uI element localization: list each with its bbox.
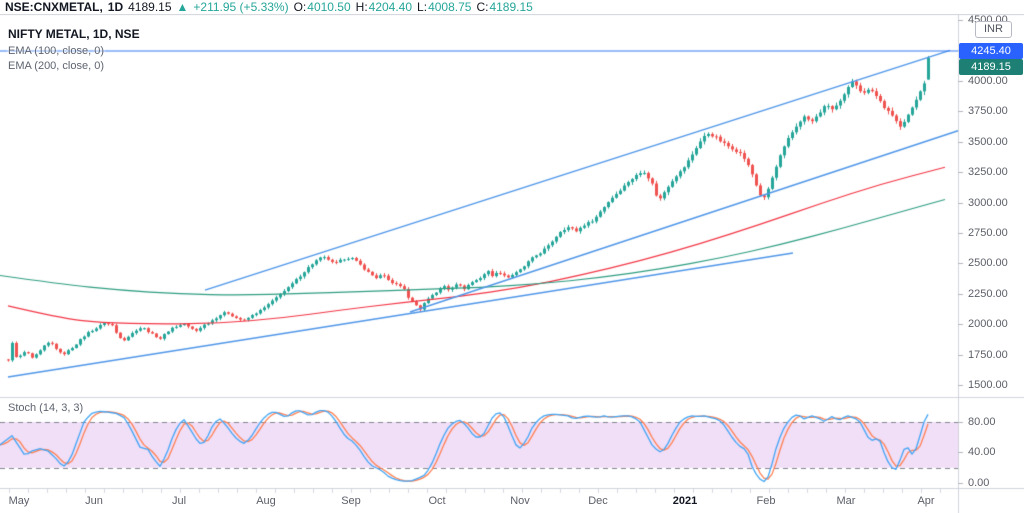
price-tick-label: 4000.00 xyxy=(968,75,1008,87)
stoch-tick-label: 0.00 xyxy=(968,477,990,489)
month-label: Feb xyxy=(756,495,776,507)
up-arrow-icon: ▲ xyxy=(176,0,189,14)
high-value: 4204.40 xyxy=(368,0,413,14)
month-label: Jun xyxy=(85,495,103,507)
price-tick-label: 3500.00 xyxy=(968,136,1008,148)
price-tick-label: 2250.00 xyxy=(968,288,1008,300)
month-label: Mar xyxy=(836,495,856,507)
price-tick-label: 3250.00 xyxy=(968,166,1008,178)
month-label: Oct xyxy=(428,495,446,507)
price-tick-label: 1750.00 xyxy=(968,349,1008,361)
stoch-tick-label: 80.00 xyxy=(968,416,996,428)
currency-toggle-button[interactable]: INR xyxy=(975,21,1012,38)
price-tick-label: 3750.00 xyxy=(968,105,1008,117)
month-label: Sep xyxy=(341,495,361,507)
high-label: H: xyxy=(355,0,368,14)
close-label: C: xyxy=(476,0,489,14)
close-value: 4189.15 xyxy=(489,0,533,14)
price-change: +211.95 (+5.33%) xyxy=(193,0,289,14)
month-label: 2021 xyxy=(672,495,698,507)
chart-legend-title[interactable]: NIFTY METAL, 1D, NSE xyxy=(8,27,140,41)
month-label: Aug xyxy=(256,495,276,507)
trendline-price-badge[interactable]: 4245.40 xyxy=(959,43,1023,59)
price-chart-canvas[interactable] xyxy=(0,14,1024,513)
month-label: Dec xyxy=(588,495,608,507)
low-label: L: xyxy=(417,0,428,14)
last-price-badge[interactable]: 4189.15 xyxy=(959,59,1023,75)
ema100-legend[interactable]: EMA (100, close, 0) xyxy=(8,45,104,57)
time-axis[interactable]: May Jun Jul Aug Sep Oct Nov Dec 2021 Feb Mar Apr xyxy=(0,489,1024,513)
month-label: Jul xyxy=(171,495,187,507)
ema200-legend[interactable]: EMA (200, close, 0) xyxy=(8,60,104,72)
last-price: 4189.15 xyxy=(128,0,172,14)
symbol-header: NSE:CNXMETAL, 1D 4189.15 ▲ +211.95 (+5.3… xyxy=(5,0,533,14)
open-value: 4010.50 xyxy=(307,0,351,14)
price-tick-label: 3000.00 xyxy=(968,197,1008,209)
stoch-legend[interactable]: Stoch (14, 3, 3) xyxy=(8,402,84,414)
month-label: Apr xyxy=(917,495,935,507)
month-label: Nov xyxy=(510,495,530,507)
price-tick-label: 2750.00 xyxy=(968,227,1008,239)
price-tick-label: 2000.00 xyxy=(968,318,1008,330)
stoch-tick-label: 40.00 xyxy=(968,446,996,458)
open-label: O: xyxy=(293,0,307,14)
interval-label[interactable]: 1D xyxy=(107,0,124,14)
month-label: May xyxy=(8,495,30,507)
price-tick-label: 1500.00 xyxy=(968,379,1008,391)
low-value: 4008.75 xyxy=(428,0,472,14)
symbol-name[interactable]: NSE:CNXMETAL, xyxy=(5,0,103,14)
price-tick-label: 2500.00 xyxy=(968,257,1008,269)
